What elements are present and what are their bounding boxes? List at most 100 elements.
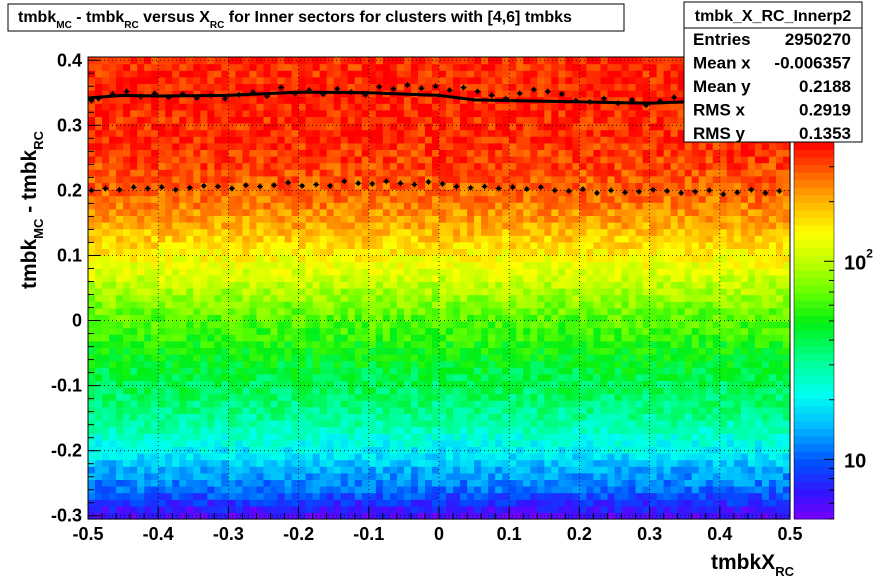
- heatmap-cell: [747, 466, 756, 474]
- heatmap-cell: [698, 208, 707, 216]
- heatmap-cell: [677, 472, 686, 480]
- heatmap-cell: [642, 492, 651, 500]
- heatmap-cell: [312, 354, 321, 362]
- heatmap-cell: [544, 439, 552, 447]
- heatmap-cell: [572, 393, 580, 401]
- heatmap-cell: [593, 439, 602, 447]
- heatmap-cell: [747, 426, 756, 434]
- heatmap-cell: [228, 446, 237, 454]
- heatmap-cell: [439, 406, 447, 414]
- heatmap-cell: [368, 222, 377, 230]
- heatmap-cell: [207, 255, 215, 263]
- heatmap-cell: [214, 241, 222, 249]
- heatmap-cell: [361, 466, 370, 474]
- heatmap-cell: [509, 347, 517, 355]
- heatmap-cell: [165, 354, 173, 362]
- heatmap-cell: [719, 380, 728, 388]
- heatmap-cell: [130, 466, 138, 474]
- heatmap-cell: [200, 321, 208, 329]
- heatmap-cell: [284, 195, 293, 203]
- heatmap-cell: [495, 347, 503, 355]
- heatmap-cell: [396, 235, 405, 243]
- heatmap-cell: [130, 248, 138, 256]
- heatmap-cell: [502, 307, 510, 315]
- heatmap-cell: [109, 222, 117, 230]
- heatmap-cell: [635, 307, 644, 315]
- heatmap-cell: [263, 288, 272, 296]
- heatmap-cell: [775, 453, 784, 461]
- heatmap-cell: [726, 354, 735, 362]
- heatmap-cell: [410, 453, 419, 461]
- heatmap-cell: [439, 466, 447, 474]
- heatmap-cell: [621, 426, 630, 434]
- heatmap-cell: [123, 274, 131, 282]
- heatmap-cell: [109, 208, 117, 216]
- heatmap-cell: [502, 426, 510, 434]
- heatmap-cell: [305, 307, 314, 315]
- heatmap-cell: [593, 505, 602, 513]
- heatmap-cell: [586, 202, 595, 210]
- heatmap-cell: [200, 426, 208, 434]
- heatmap-cell: [256, 235, 265, 243]
- heatmap-cell: [446, 499, 454, 507]
- heatmap-cell: [579, 387, 588, 395]
- heatmap-cell: [305, 380, 314, 388]
- heatmap-cell: [172, 472, 180, 480]
- heatmap-cell: [621, 301, 630, 309]
- heatmap-cell: [179, 321, 187, 329]
- heatmap-cell: [523, 466, 531, 474]
- heatmap-cell: [228, 406, 237, 414]
- heatmap-cell: [782, 373, 791, 381]
- heatmap-cell: [123, 373, 131, 381]
- heatmap-cell: [621, 472, 630, 480]
- heatmap-cell: [628, 472, 637, 480]
- heatmap-cell: [453, 499, 461, 507]
- heatmap-cell: [579, 347, 588, 355]
- heatmap-cell: [396, 360, 405, 368]
- heatmap-cell: [424, 294, 433, 302]
- heatmap-cell: [179, 420, 187, 428]
- heatmap-cell: [396, 492, 405, 500]
- heatmap-cell: [733, 215, 742, 223]
- heatmap-cell: [614, 505, 623, 513]
- heatmap-cell: [179, 314, 187, 322]
- heatmap-cell: [235, 314, 244, 322]
- heatmap-cell: [193, 466, 201, 474]
- heatmap-cell: [712, 453, 721, 461]
- heatmap-cell: [656, 400, 665, 408]
- heatmap-cell: [775, 334, 784, 342]
- heatmap-cell: [663, 340, 672, 348]
- heatmap-cell: [291, 288, 300, 296]
- heatmap-cell: [130, 307, 138, 315]
- heatmap-cell: [270, 261, 279, 269]
- heatmap-cell: [593, 314, 602, 322]
- heatmap-cell: [403, 512, 412, 520]
- heatmap-cell: [186, 294, 194, 302]
- heatmap-cell: [375, 486, 384, 494]
- heatmap-cell: [740, 459, 749, 467]
- heatmap-cell: [586, 466, 595, 474]
- heatmap-cell: [242, 314, 251, 322]
- heatmap-cell: [207, 512, 215, 520]
- heatmap-cell: [410, 347, 419, 355]
- heatmap-cell: [628, 327, 637, 335]
- heatmap-cell: [656, 288, 665, 296]
- heatmap-cell: [417, 241, 426, 249]
- heatmap-cell: [263, 228, 272, 236]
- heatmap-cell: [417, 235, 426, 243]
- heatmap-cell: [719, 486, 728, 494]
- heatmap-cell: [347, 367, 356, 375]
- heatmap-cell: [431, 340, 440, 348]
- heatmap-cell: [516, 466, 524, 474]
- heatmap-cell: [488, 307, 496, 315]
- heatmap-cell: [614, 387, 623, 395]
- heatmap-cell: [705, 248, 714, 256]
- heatmap-cell: [319, 314, 328, 322]
- heatmap-cell: [495, 321, 503, 329]
- heatmap-cell: [256, 367, 265, 375]
- heatmap-cell: [782, 228, 791, 236]
- heatmap-cell: [270, 189, 279, 197]
- heatmap-cell: [663, 472, 672, 480]
- heatmap-cell: [488, 459, 496, 467]
- heatmap-cell: [242, 387, 251, 395]
